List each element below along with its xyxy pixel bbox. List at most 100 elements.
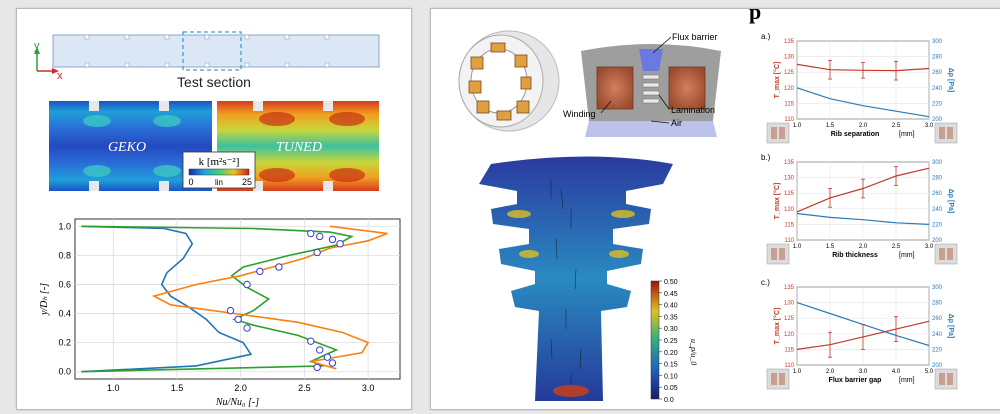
nu-data-marker bbox=[275, 263, 283, 271]
param-y-right-tick-label: 220 bbox=[932, 222, 943, 228]
nu-data-marker bbox=[307, 229, 315, 238]
param-thumbnail-coil bbox=[947, 248, 953, 260]
param-series-line bbox=[796, 302, 930, 347]
param-panel-label: b.) bbox=[761, 153, 771, 162]
param-y-left-tick-label: 130 bbox=[784, 301, 795, 307]
param-y-left-tick-label: 120 bbox=[784, 332, 795, 338]
nu-data-marker bbox=[234, 315, 242, 324]
nu-series-line bbox=[81, 225, 354, 373]
nu-x-tick-label: 3.0 bbox=[362, 383, 375, 393]
param-x-tick-label: 3.0 bbox=[859, 369, 868, 375]
param-thumbnail bbox=[766, 122, 790, 144]
velocity-colorbar-ticks: 0.50 0.45 0.40 0.35 0.30 0.25 0.20 0.15 0.10 0.05… bbox=[659, 279, 678, 404]
axis-x-letter: x bbox=[57, 70, 63, 82]
param-x-tick-label: 3.0 bbox=[925, 244, 934, 250]
nu-data-marker bbox=[243, 324, 251, 332]
tuned-label: TUNED bbox=[276, 140, 322, 155]
nu-x-tick-label: 2.5 bbox=[298, 383, 311, 393]
nu-data-marker bbox=[226, 306, 235, 315]
nu-y-tick-label: 0.4 bbox=[58, 309, 71, 319]
param-y-right-label: Δp [Pa] bbox=[947, 314, 954, 338]
colorbar-max: 25 bbox=[242, 177, 252, 187]
param-thumbnail-coil bbox=[771, 373, 777, 385]
param-x-tick-label: 3.0 bbox=[925, 123, 934, 129]
param-y-right-tick-label: 260 bbox=[932, 70, 943, 76]
test-section-channel bbox=[52, 31, 380, 71]
param-x-tick-label: 2.5 bbox=[892, 123, 901, 129]
param-thumbnail-coil bbox=[939, 373, 945, 385]
nu-data-marker bbox=[328, 359, 337, 367]
param-x-tick-label: 1.0 bbox=[793, 369, 802, 375]
param-x-axis-unit: [mm] bbox=[899, 377, 915, 384]
param-y-left-tick-label: 125 bbox=[784, 316, 795, 322]
velocity-colorbar-label: u_p/u_0 bbox=[689, 339, 698, 365]
air-label: Air bbox=[671, 118, 682, 128]
nu-y-tick-label: 0.8 bbox=[58, 250, 71, 260]
param-y-left-tick-label: 135 bbox=[784, 160, 795, 166]
param-thumbnail bbox=[934, 243, 958, 265]
param-thumbnail-coil bbox=[947, 127, 953, 139]
k-colorbar bbox=[182, 151, 256, 189]
nu-data-marker bbox=[323, 353, 332, 361]
lamination-label: Lamination bbox=[671, 105, 715, 115]
param-y-left-tick-label: 120 bbox=[784, 86, 795, 92]
left-poster-panel: y x Test section bbox=[16, 8, 412, 410]
axis-y-letter: y bbox=[34, 40, 40, 52]
param-y-right-label: Δp [Pa] bbox=[947, 68, 954, 92]
param-y-right-tick-label: 300 bbox=[932, 39, 943, 45]
nu-y-axis-label: y/Dₕ [-] bbox=[39, 283, 50, 316]
param-y-left-tick-label: 115 bbox=[784, 222, 794, 228]
param-thumbnail-coil bbox=[939, 248, 945, 260]
param-y-left-tick-label: 125 bbox=[784, 191, 795, 197]
coordinate-axes-icon bbox=[34, 47, 59, 74]
param-y-right-label: Δp [Pa] bbox=[947, 189, 954, 213]
param-y-left-label: T_max [°C] bbox=[773, 62, 781, 99]
winding-label: Winding bbox=[563, 109, 596, 119]
param-y-right-tick-label: 200 bbox=[932, 238, 943, 244]
param-x-axis-label: Rib thickness bbox=[832, 252, 878, 259]
param-y-right-tick-label: 200 bbox=[932, 363, 943, 369]
param-thumbnail-coil bbox=[779, 127, 785, 139]
stator-cylinder-illustration bbox=[458, 30, 560, 132]
param-y-left-tick-label: 130 bbox=[784, 176, 795, 182]
velocity-tick-label: 0.10 bbox=[664, 373, 678, 380]
param-x-tick-label: 1.0 bbox=[793, 123, 802, 129]
banner-title-fragment: p bbox=[749, 9, 761, 24]
nu-x-axis-label: Nu/Nu₀ [-] bbox=[215, 397, 259, 408]
velocity-tick-label: 0.45 bbox=[664, 291, 678, 298]
param-x-tick-label: 2.0 bbox=[859, 244, 868, 250]
param-x-tick-label: 1.5 bbox=[826, 123, 835, 129]
param-y-left-tick-label: 110 bbox=[784, 117, 794, 123]
stator-segment-illustration bbox=[581, 44, 721, 137]
param-y-right-tick-label: 260 bbox=[932, 191, 943, 197]
param-x-tick-label: 1.0 bbox=[793, 244, 802, 250]
callout-lines bbox=[600, 36, 672, 124]
nu-y-tick-label: 0.6 bbox=[58, 279, 71, 289]
nu-data-marker bbox=[316, 232, 324, 241]
right-poster-panel: p bbox=[430, 0, 1000, 410]
param-y-left-tick-label: 115 bbox=[784, 101, 794, 107]
velocity-tick-label: 0.50 bbox=[664, 279, 678, 286]
param-y-right-tick-label: 220 bbox=[932, 101, 943, 107]
colorbar-title: k [m²s⁻²] bbox=[199, 156, 240, 168]
left-panel-graphics: y x Test section bbox=[34, 31, 401, 408]
param-thumbnail-coil bbox=[771, 127, 777, 139]
param-y-left-tick-label: 135 bbox=[784, 285, 795, 291]
velocity-tick-label: 0.0 bbox=[664, 397, 674, 404]
parameter-chart-3: c.) 1.0 2.0 3.0 4.0 5.0 110 115 120 125 130 135 200 2… bbox=[761, 278, 958, 390]
param-panel-label: c.) bbox=[761, 278, 770, 287]
flux-barrier-label: Flux barrier bbox=[672, 32, 718, 42]
nu-data-marker bbox=[256, 267, 264, 276]
param-y-right-tick-label: 240 bbox=[932, 332, 943, 338]
nu-profile-chart: 1.0 1.5 2.0 2.5 3.0 0.0 0.2 0.4 0.6 0.8 1.0 Nu/Nu₀ … bbox=[39, 218, 401, 408]
param-thumbnail-coil bbox=[939, 127, 945, 139]
velocity-tick-label: 0.20 bbox=[664, 350, 678, 357]
param-y-right-tick-label: 240 bbox=[932, 86, 943, 92]
param-series-line bbox=[796, 212, 930, 225]
velocity-vector-field bbox=[479, 156, 673, 401]
param-y-left-label: T_max [°C] bbox=[773, 308, 781, 345]
test-section-highlight-box bbox=[182, 31, 242, 71]
nu-y-tick-label: 1.0 bbox=[58, 221, 71, 231]
param-y-left-tick-label: 110 bbox=[784, 238, 794, 244]
param-thumbnail bbox=[766, 368, 790, 390]
